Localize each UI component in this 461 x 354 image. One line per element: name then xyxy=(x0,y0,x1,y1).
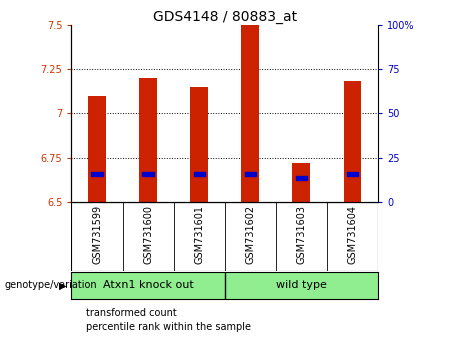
Bar xyxy=(88,96,106,202)
Bar xyxy=(91,172,103,176)
Text: GSM731599: GSM731599 xyxy=(92,205,102,264)
Text: percentile rank within the sample: percentile rank within the sample xyxy=(86,322,251,332)
Text: transformed count: transformed count xyxy=(86,308,177,318)
Bar xyxy=(245,172,256,176)
Text: GSM731603: GSM731603 xyxy=(296,205,307,264)
Title: GDS4148 / 80883_at: GDS4148 / 80883_at xyxy=(153,10,297,24)
Text: Atxn1 knock out: Atxn1 knock out xyxy=(103,280,194,290)
Bar xyxy=(347,172,358,176)
Bar xyxy=(190,87,208,202)
Text: ▶: ▶ xyxy=(59,280,67,290)
Text: wild type: wild type xyxy=(276,280,327,290)
Text: genotype/variation: genotype/variation xyxy=(5,280,97,290)
Text: GSM731602: GSM731602 xyxy=(245,205,255,264)
Bar xyxy=(139,78,157,202)
Bar xyxy=(194,172,205,176)
Text: GSM731600: GSM731600 xyxy=(143,205,153,264)
Bar xyxy=(292,163,310,202)
Bar xyxy=(142,172,154,176)
Text: GSM731601: GSM731601 xyxy=(194,205,204,264)
Text: GSM731604: GSM731604 xyxy=(348,205,357,264)
Bar xyxy=(343,81,361,202)
Bar xyxy=(296,176,307,180)
Bar xyxy=(242,25,259,202)
